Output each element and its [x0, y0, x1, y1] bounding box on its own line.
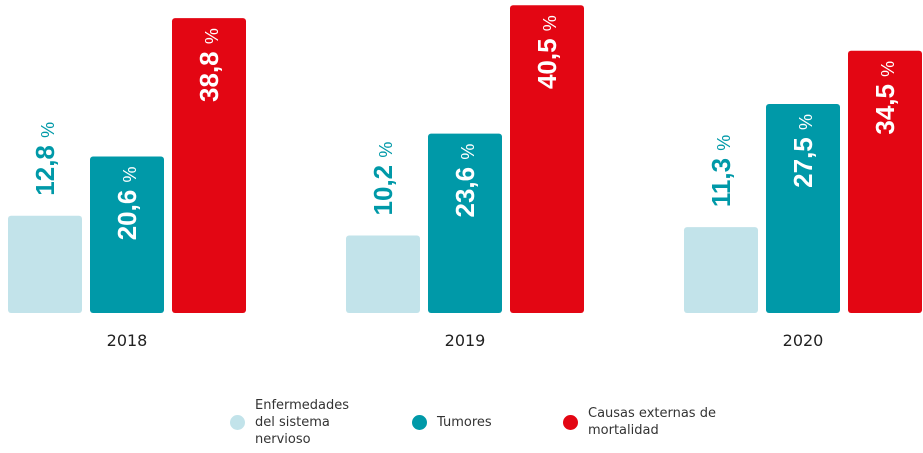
- bar: [90, 156, 164, 313]
- bar: [848, 50, 922, 314]
- value-number: 27,5: [788, 130, 818, 188]
- bar: [428, 133, 502, 313]
- legend-item: Tumores: [412, 392, 537, 452]
- bar: [172, 18, 246, 314]
- legend-marker: [230, 414, 245, 430]
- value-unit: %: [714, 135, 734, 151]
- value-label: 20,6 %: [112, 166, 142, 240]
- x-tick-label: 2019: [445, 331, 486, 350]
- value-label: 10,2 %: [368, 142, 398, 216]
- x-tick-label: 2018: [107, 331, 148, 350]
- value-unit: %: [796, 114, 816, 130]
- value-unit: %: [202, 28, 222, 44]
- value-label: 23,6 %: [450, 144, 480, 218]
- legend: Enfermedades del sistema nervioso Tumores…: [0, 392, 923, 452]
- value-number: 12,8: [30, 138, 60, 196]
- value-number: 34,5: [870, 77, 900, 135]
- legend-label: Causas externas de mortalidad: [588, 406, 716, 438]
- x-tick-label: 2020: [783, 331, 824, 350]
- legend-item: Enfermedades del sistema nervioso: [230, 392, 365, 452]
- value-number: 23,6: [450, 160, 480, 218]
- value-number: 38,8: [194, 44, 224, 102]
- bar: [8, 215, 82, 313]
- value-unit: %: [540, 15, 560, 31]
- value-number: 10,2: [368, 158, 398, 216]
- value-number: 40,5: [532, 31, 562, 89]
- value-unit: %: [458, 144, 478, 160]
- value-label: 34,5 %: [870, 61, 900, 135]
- bar: [346, 235, 420, 313]
- legend-label: Enfermedades del sistema nervioso: [255, 397, 350, 447]
- legend-item: Causas externas de mortalidad: [563, 392, 748, 452]
- value-number: 20,6: [112, 182, 142, 240]
- bar: [766, 104, 840, 313]
- value-number: 11,3: [706, 151, 736, 207]
- value-unit: %: [38, 122, 58, 138]
- legend-marker: [412, 414, 427, 430]
- value-unit: %: [120, 166, 140, 182]
- value-label: 38,8 %: [194, 28, 224, 102]
- value-label: 27,5 %: [788, 114, 818, 188]
- value-unit: %: [878, 61, 898, 77]
- bar: [510, 5, 584, 313]
- value-label: 12,8 %: [30, 122, 60, 196]
- value-label: 40,5 %: [532, 15, 562, 89]
- bar: [684, 227, 758, 313]
- legend-label: Tumores: [437, 414, 492, 430]
- legend-marker: [563, 414, 578, 430]
- value-unit: %: [376, 142, 396, 158]
- value-label: 11,3 %: [706, 135, 736, 207]
